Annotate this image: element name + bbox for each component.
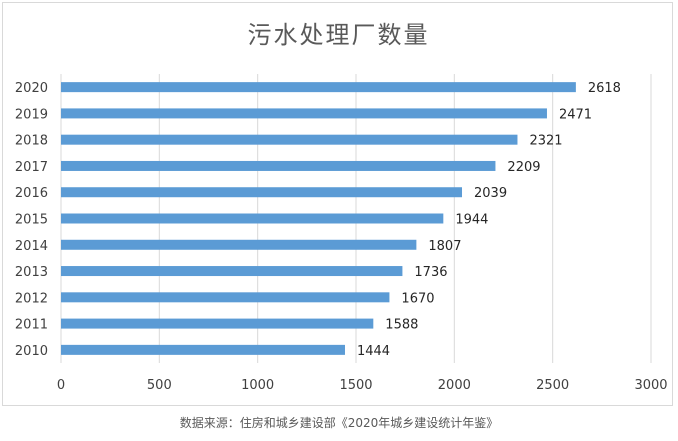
bar bbox=[61, 292, 390, 303]
y-tick-label: 2017 bbox=[15, 160, 48, 175]
data-label: 1736 bbox=[414, 265, 447, 280]
x-tick-label: 3000 bbox=[634, 378, 667, 393]
labels: 0 500 1000 1500 2000 2500 3000 2010 1444 2011 1588… bbox=[15, 81, 668, 393]
data-label: 1807 bbox=[428, 239, 461, 254]
y-tick-label: 2018 bbox=[15, 134, 48, 149]
bar bbox=[61, 266, 403, 277]
bar bbox=[61, 134, 518, 145]
bar bbox=[61, 160, 496, 171]
data-label: 2039 bbox=[474, 186, 507, 201]
x-tick-label: 1000 bbox=[241, 378, 274, 393]
chart-title: 污水处理厂数量 bbox=[247, 21, 430, 49]
data-label: 2209 bbox=[507, 160, 540, 175]
data-label: 2321 bbox=[529, 134, 562, 149]
bars bbox=[61, 82, 576, 355]
data-label: 1944 bbox=[455, 213, 488, 228]
data-label: 2471 bbox=[559, 107, 592, 122]
bar bbox=[61, 344, 345, 355]
bar bbox=[61, 82, 576, 93]
y-tick-label: 2011 bbox=[15, 318, 48, 333]
data-label: 1670 bbox=[401, 291, 434, 306]
y-tick-label: 2014 bbox=[15, 239, 48, 254]
bar bbox=[61, 318, 374, 329]
bar bbox=[61, 239, 417, 250]
y-tick-label: 2015 bbox=[15, 213, 48, 228]
x-tick-label: 2000 bbox=[438, 378, 471, 393]
y-tick-label: 2020 bbox=[15, 81, 48, 96]
y-tick-label: 2016 bbox=[15, 186, 48, 201]
bar bbox=[61, 187, 463, 198]
data-label: 1588 bbox=[385, 318, 418, 333]
y-tick-label: 2012 bbox=[15, 291, 48, 306]
chart-frame: 污水处理厂数量 bbox=[2, 2, 673, 406]
x-tick-label: 1500 bbox=[339, 378, 372, 393]
data-label: 2618 bbox=[588, 81, 621, 96]
bar bbox=[61, 108, 547, 119]
data-label: 1444 bbox=[357, 344, 390, 359]
x-tick-label: 500 bbox=[147, 378, 172, 393]
x-tick-label: 0 bbox=[57, 378, 65, 393]
y-tick-label: 2010 bbox=[15, 344, 48, 359]
y-tick-label: 2013 bbox=[15, 265, 48, 280]
source-note: 数据来源：住房和城乡建设部《2020年城乡建设统计年鉴》 bbox=[179, 416, 499, 430]
y-tick-label: 2019 bbox=[15, 107, 48, 122]
x-tick-label: 2500 bbox=[536, 378, 569, 393]
bar bbox=[61, 213, 444, 224]
